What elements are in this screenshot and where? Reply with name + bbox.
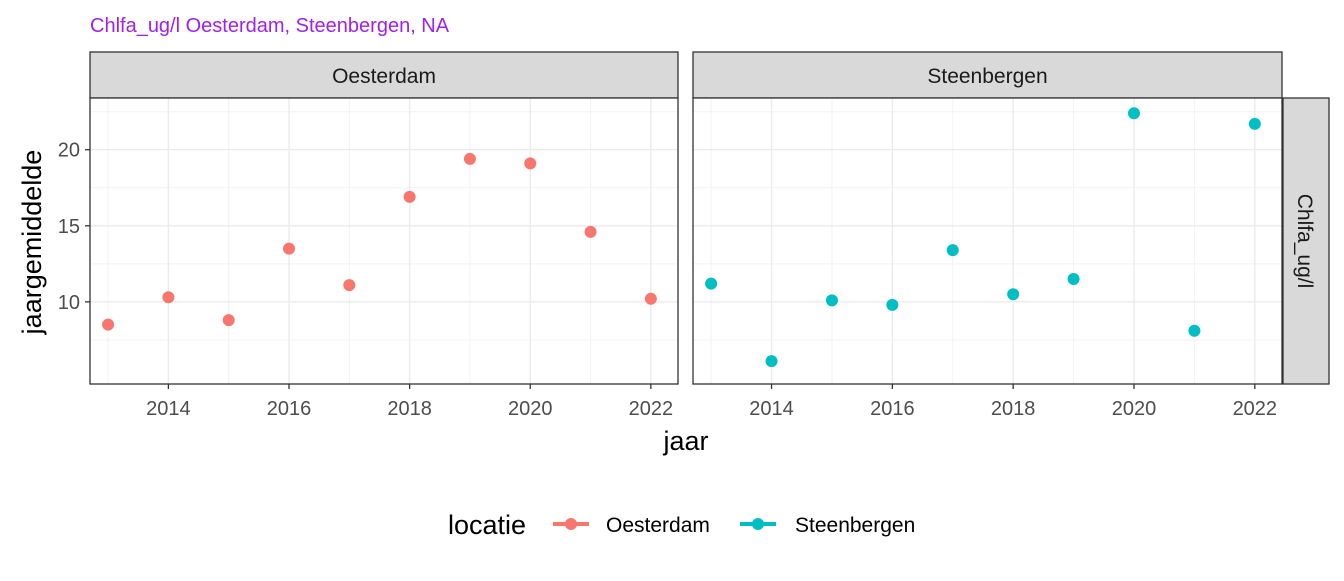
data-point: [1127, 107, 1140, 120]
panel-background-1: [693, 98, 1282, 384]
x-tick-label: 2018: [991, 398, 1036, 420]
y-axis-title: jaargemiddelde: [17, 150, 47, 336]
strip-0: [89, 51, 679, 99]
x-axis-title: jaar: [662, 426, 708, 456]
data-point: [644, 292, 657, 305]
data-point: [463, 152, 476, 165]
y-tick-label: 20: [58, 140, 80, 162]
legend-label-steenbergen: Steenbergen: [795, 514, 915, 537]
x-tick-label: 2022: [629, 398, 674, 420]
panel-border-1: [692, 97, 1283, 385]
data-point: [343, 279, 356, 292]
strip-label-1: Steenbergen: [927, 65, 1047, 88]
panel-border-0: [89, 97, 679, 385]
data-point: [886, 298, 899, 311]
data-point: [283, 242, 296, 255]
data-point: [825, 294, 838, 307]
legend-key-oesterdam: [553, 518, 589, 530]
legend-key-steenbergen: [740, 518, 776, 530]
y-tick-label: 15: [58, 216, 80, 238]
strip-right-label: Chlfa_ug/l: [1293, 194, 1316, 289]
panel-background-0: [90, 98, 678, 384]
data-point: [222, 314, 235, 327]
strip-right: Chlfa_ug/l: [1282, 97, 1330, 385]
data-point: [102, 318, 115, 331]
legend-label-oesterdam: Oesterdam: [606, 514, 710, 537]
legend-title: locatie: [448, 510, 526, 540]
data-point: [1248, 117, 1261, 130]
data-point: [1007, 288, 1020, 301]
x-tick-label: 2018: [387, 398, 432, 420]
data-point: [584, 225, 597, 238]
y-tick-label: 10: [58, 292, 80, 314]
strip-label-0: Oesterdam: [332, 65, 436, 88]
data-point: [705, 277, 718, 290]
data-point: [403, 190, 416, 203]
strip-right-box: [1282, 97, 1330, 385]
legend: locatie Oesterdam Steenbergen: [448, 510, 915, 540]
data-point: [162, 291, 175, 304]
facet-panels: Oesterdam 2014 2016 2018 2020 2022 10 15 20 Steen…: [58, 51, 1330, 420]
x-tick-label: 2016: [870, 398, 915, 420]
x-tick-label: 2020: [1112, 398, 1157, 420]
x-tick-label: 2022: [1233, 398, 1278, 420]
data-point: [524, 157, 537, 170]
x-tick-label: 2014: [749, 398, 794, 420]
x-tick-label: 2016: [267, 398, 312, 420]
data-point: [765, 355, 778, 368]
strip-1: [692, 51, 1283, 99]
data-point: [1067, 273, 1080, 286]
x-tick-label: 2020: [508, 398, 553, 420]
panel-1: Steenbergen 2014 2016 2018 2020 2022: [692, 51, 1283, 420]
panel-0: Oesterdam 2014 2016 2018 2020 2022 10 15 20: [58, 51, 679, 420]
data-point: [1188, 324, 1201, 337]
chart-title: Chlfa_ug/l Oesterdam, Steenbergen, NA: [90, 15, 450, 37]
x-tick-label: 2014: [146, 398, 191, 420]
data-point: [946, 244, 959, 257]
